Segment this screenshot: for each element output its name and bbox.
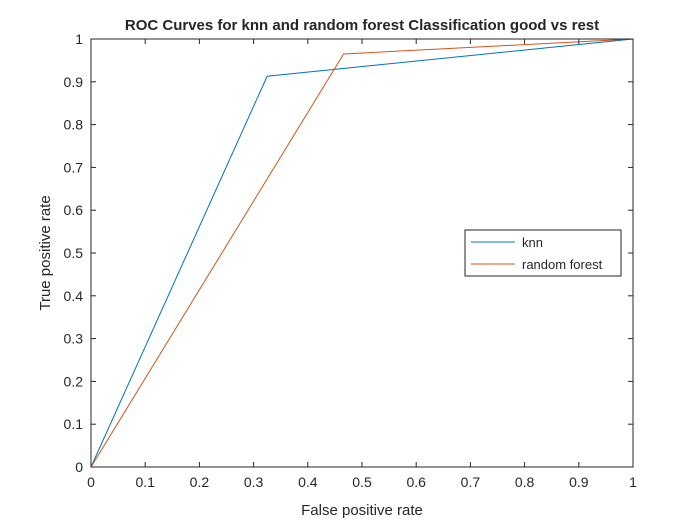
x-axis-label: False positive rate: [301, 502, 423, 519]
x-axis: 0 0.1 0.2 0.3 0.4 0.5 0.6 0.7 0.8 0.9 1: [87, 39, 637, 490]
y-tick-label: 0.3: [64, 331, 84, 347]
y-tick-label: 1: [75, 31, 83, 47]
y-tick-label: 0.8: [64, 117, 84, 133]
x-tick-label: 0.7: [461, 474, 481, 490]
chart-title: ROC Curves for knn and random forest Cla…: [125, 17, 599, 34]
legend-label: random forest: [522, 257, 603, 272]
y-tick-label: 0.5: [64, 245, 84, 261]
x-tick-label: 0: [87, 474, 95, 490]
x-tick-label: 0.1: [135, 474, 155, 490]
x-tick-label: 0.2: [190, 474, 210, 490]
x-tick-label: 0.3: [244, 474, 264, 490]
x-tick-label: 0.6: [406, 474, 426, 490]
x-tick-label: 0.5: [352, 474, 372, 490]
series-line-knn: [90, 38, 634, 468]
legend-box: [464, 229, 622, 277]
y-tick-label: 0.1: [64, 416, 84, 432]
x-tick-label: 0.4: [298, 474, 318, 490]
y-axis-label: True positive rate: [37, 195, 54, 310]
legend: knn random forest: [464, 229, 622, 277]
series-layer: [90, 38, 634, 468]
series-line-random-forest: [90, 38, 634, 468]
y-tick-label: 0.4: [64, 288, 84, 304]
y-tick-label: 0.6: [64, 202, 84, 218]
y-tick-label: 0: [75, 459, 83, 475]
x-tick-label: 0.8: [515, 474, 535, 490]
y-tick-label: 0.9: [64, 74, 84, 90]
x-tick-label: 1: [629, 474, 637, 490]
x-tick-label: 0.9: [569, 474, 589, 490]
y-axis: 0 0.1 0.2 0.3 0.4 0.5 0.6 0.7 0.8 0.9 1: [64, 31, 633, 475]
y-tick-label: 0.7: [64, 159, 84, 175]
legend-label: knn: [522, 235, 543, 250]
y-tick-label: 0.2: [64, 373, 84, 389]
